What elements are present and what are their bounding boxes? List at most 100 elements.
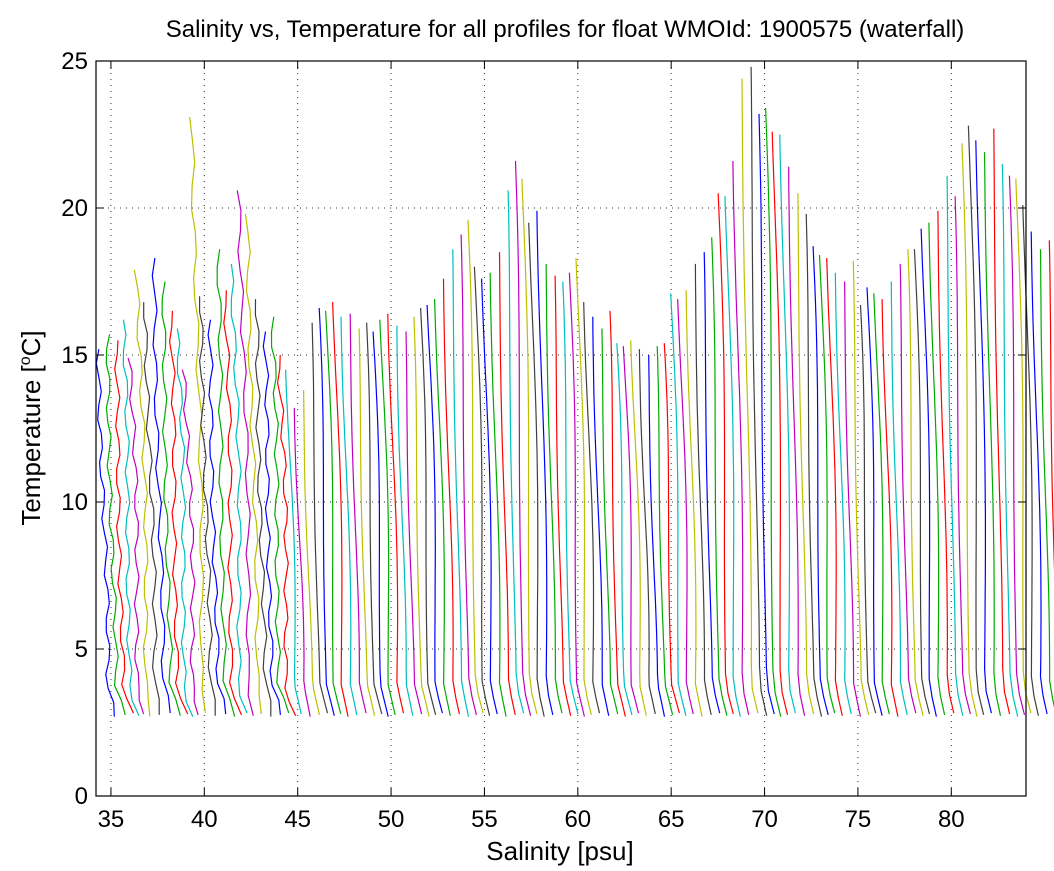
x-axis: 35 40 45 50 55 60 65 70 75 80	[98, 61, 965, 833]
profile-line	[498, 252, 516, 716]
y-tick-label: 15	[61, 342, 88, 369]
profile-line	[122, 319, 140, 716]
profile-line	[372, 331, 389, 717]
profile-line	[899, 263, 917, 714]
profile-line	[1001, 163, 1019, 717]
profile-line	[741, 78, 759, 714]
chart-title: Salinity vs, Temperature for all profile…	[166, 16, 965, 43]
profile-line	[1039, 249, 1054, 709]
profile-line	[545, 263, 563, 714]
profile-line	[750, 66, 768, 716]
profile-line	[592, 316, 610, 716]
profile-line	[685, 290, 703, 717]
profile-line	[758, 113, 775, 715]
profile-line	[873, 293, 890, 715]
profile-line	[920, 228, 937, 717]
profile-line	[818, 254, 836, 714]
profile-line	[293, 407, 311, 717]
profile-line	[405, 331, 423, 715]
profile-line	[694, 263, 712, 716]
profile-line	[834, 272, 852, 715]
profile-line	[609, 310, 626, 717]
profile-line	[223, 290, 243, 716]
x-tick-label: 80	[938, 806, 965, 833]
profile-line	[717, 193, 734, 715]
x-tick-label: 35	[98, 806, 125, 833]
profile-line	[452, 249, 470, 717]
profile-line	[983, 152, 1002, 716]
profile-line	[254, 299, 272, 717]
profile-line	[732, 160, 750, 716]
profile-line	[1030, 231, 1048, 715]
profile-line	[859, 304, 877, 714]
profile-line	[276, 354, 297, 716]
profile-line	[285, 369, 302, 715]
x-tick-label: 65	[658, 806, 685, 833]
y-tick-label: 20	[61, 195, 88, 222]
profile-line	[387, 313, 405, 714]
x-tick-label: 40	[191, 806, 218, 833]
profile-line	[481, 278, 498, 715]
profile-line	[881, 299, 899, 717]
y-axis: 0 5 10 15 20 25	[61, 48, 1026, 810]
profile-lines	[95, 66, 1054, 717]
y-tick-label: 10	[61, 489, 88, 516]
profile-line	[890, 281, 908, 716]
profile-line	[189, 116, 206, 714]
x-tick-label: 50	[378, 806, 405, 833]
profile-line	[168, 310, 189, 715]
profile-line	[426, 304, 443, 714]
profile-line	[937, 210, 955, 714]
profile-line	[575, 257, 592, 716]
profile-line	[236, 190, 254, 716]
profile-line	[95, 348, 115, 717]
profile-line	[434, 299, 451, 716]
profile-line	[133, 269, 151, 717]
profile-line	[230, 263, 248, 714]
profile-line	[928, 222, 946, 716]
profile-line	[143, 302, 160, 715]
x-tick-label: 55	[471, 806, 498, 833]
profile-line	[151, 257, 171, 714]
profile-line	[1022, 205, 1039, 716]
profile-line	[805, 213, 823, 717]
profile-line	[663, 343, 680, 714]
profile-line	[711, 237, 728, 716]
profile-line	[318, 307, 335, 716]
profile-line	[358, 328, 376, 716]
profile-line	[703, 252, 721, 714]
profile-line	[812, 246, 829, 716]
x-axis-label: Salinity [psu]	[486, 836, 633, 866]
profile-line	[161, 281, 181, 716]
profile-line	[244, 213, 262, 715]
profile-line	[788, 166, 806, 716]
profile-line	[536, 210, 554, 716]
profile-line	[616, 343, 633, 716]
profile-line	[528, 222, 545, 717]
profile-line	[946, 175, 964, 716]
profile-line	[913, 249, 931, 715]
profile-line	[907, 249, 924, 716]
profile-line	[262, 331, 281, 715]
profile-line	[554, 275, 572, 716]
profile-line	[1008, 175, 1026, 716]
y-tick-label: 0	[75, 783, 88, 810]
profile-line	[311, 322, 329, 714]
profile-line	[601, 328, 619, 715]
profile-line	[826, 257, 843, 716]
profile-line	[216, 249, 236, 717]
profile-line	[583, 302, 601, 714]
profile-line	[866, 287, 883, 716]
profile-line	[954, 196, 971, 715]
profile-line	[1048, 240, 1054, 572]
x-tick-label: 70	[751, 806, 778, 833]
profile-line	[771, 131, 789, 716]
profile-line	[489, 272, 507, 717]
plot-frame	[95, 60, 1027, 797]
profile-line	[961, 143, 978, 717]
profile-line	[797, 193, 815, 715]
profile-line	[638, 349, 656, 715]
profile-line	[514, 160, 532, 716]
profile-line	[521, 178, 538, 715]
